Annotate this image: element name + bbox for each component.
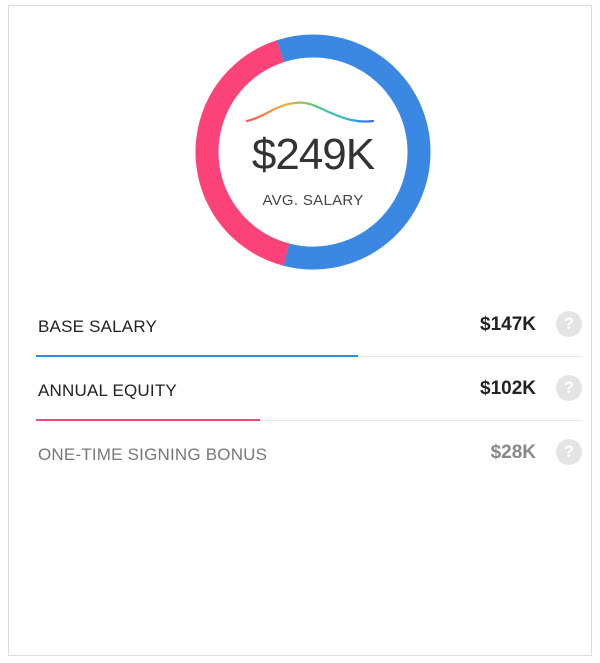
question-circle-icon[interactable]: ? [556,311,582,337]
annual-equity-bar [36,419,260,421]
annual-equity-label: ANNUAL EQUITY [38,381,177,400]
row-divider [36,420,582,421]
donut-svg [195,34,431,270]
base-salary-bar [36,355,359,357]
average-salary-label: AVG. SALARY [262,192,364,209]
distribution-curve-icon [245,101,375,123]
question-circle-icon[interactable]: ? [556,439,582,465]
base-salary-label: BASE SALARY [38,317,158,336]
donut-segment-annual-equity [195,34,431,270]
salary-card: $249K AVG. SALARY BASE SALARY $147K ? AN… [8,5,592,656]
base-salary-value: $147K [480,314,536,335]
breakdown-row-signing-bonus: ONE-TIME SIGNING BONUS $28K ? [36,421,582,485]
breakdown-row-annual-equity: ANNUAL EQUITY $102K ? [36,357,582,421]
annual-equity-value: $102K [480,378,536,399]
signing-bonus-label: ONE-TIME SIGNING BONUS [38,445,268,464]
question-circle-icon[interactable]: ? [556,375,582,401]
breakdown-row-base-salary: BASE SALARY $147K ? [36,293,582,357]
salary-donut-chart: $249K AVG. SALARY [195,31,431,273]
signing-bonus-value: $28K [490,442,536,463]
average-salary-amount: $249K [251,130,375,179]
